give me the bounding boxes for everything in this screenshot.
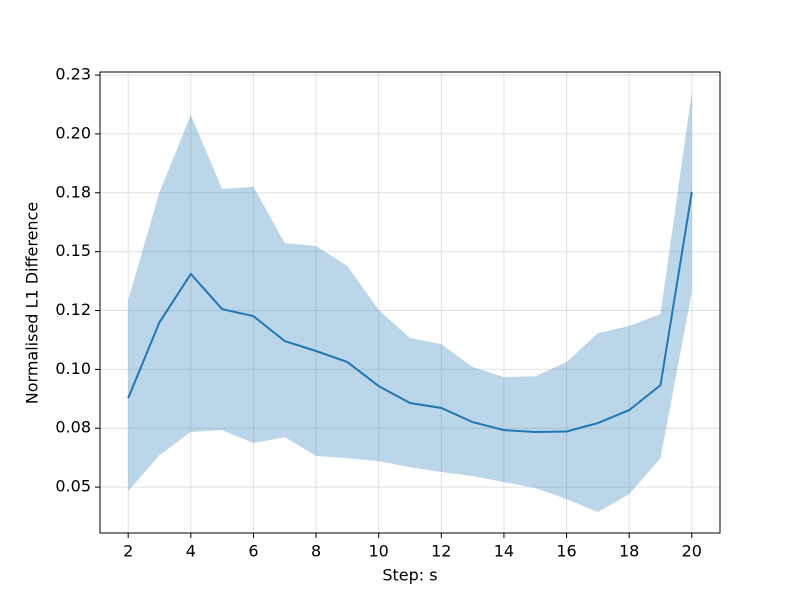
x-tick-label: 16 [556, 542, 576, 561]
y-tick-label: 0.12 [55, 300, 91, 319]
x-tick-label: 8 [311, 542, 321, 561]
plot-frame [99, 71, 721, 534]
x-tick-label: 2 [123, 542, 133, 561]
y-tick-label: 0.23 [55, 65, 91, 84]
mean-line [127, 191, 693, 433]
y-axis-label: Normalised L1 Difference [23, 202, 42, 404]
x-tick-label: 14 [494, 542, 514, 561]
y-tick-label: 0.18 [55, 182, 91, 201]
y-tick-label: 0.15 [55, 241, 91, 260]
y-tick-label: 0.08 [55, 418, 91, 437]
x-tick-label: 6 [248, 542, 258, 561]
x-tick-label: 4 [186, 542, 196, 561]
y-tick-label: 0.20 [55, 123, 91, 142]
y-tick-label: 0.10 [55, 359, 91, 378]
x-tick-label: 20 [682, 542, 702, 561]
x-tick-label: 18 [619, 542, 639, 561]
confidence-band [128, 92, 692, 513]
y-tick-label: 0.05 [55, 477, 91, 496]
x-tick-label: 12 [431, 542, 451, 561]
x-axis-label: Step: s [382, 566, 437, 585]
x-tick-label: 10 [369, 542, 389, 561]
